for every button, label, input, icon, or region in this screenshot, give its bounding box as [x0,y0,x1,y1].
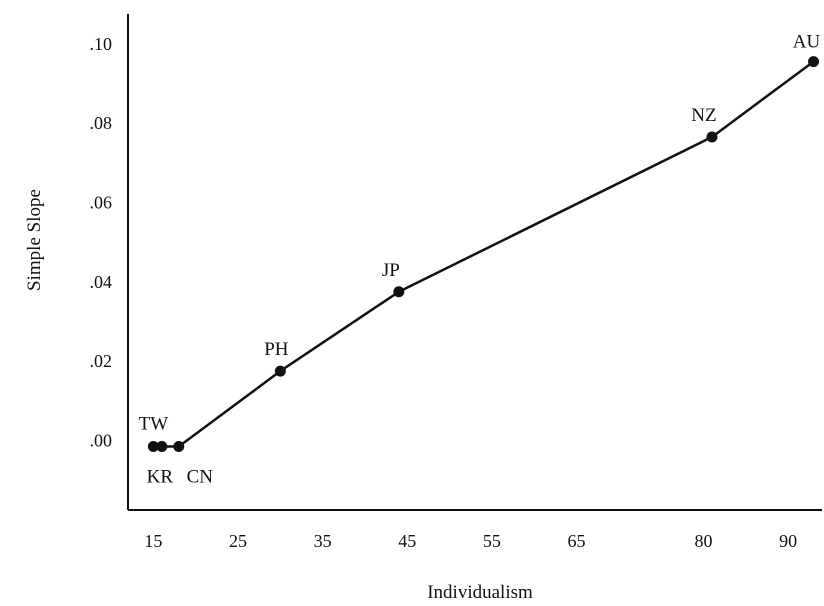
data-point-tw [147,441,159,453]
x-tick-label: 45 [398,531,416,551]
point-label-au: AU [793,32,821,53]
data-point-kr [156,441,168,453]
axis-ticks: 15 25 35 45 55 65 80 90 .00 .02 .04 .06 .08 .10 [90,34,798,551]
data-point-nz [706,131,718,143]
point-label-nz: NZ [691,105,716,126]
x-tick-label: 65 [568,531,586,551]
y-tick-label: .08 [90,113,113,133]
data-series: TW KR CN PH JP NZ AU [139,32,821,488]
y-tick-label: .00 [90,431,113,451]
x-tick-label: 90 [779,531,797,551]
point-label-kr: KR [147,467,174,488]
x-tick-label: 15 [144,531,162,551]
x-tick-label: 55 [483,531,501,551]
point-label-cn: CN [187,467,214,488]
x-tick-label: 25 [229,531,247,551]
y-tick-label: .10 [90,34,113,54]
point-label-tw: TW [139,414,169,435]
y-tick-label: .04 [90,272,113,292]
data-point-cn [173,441,185,453]
y-tick-label: .06 [90,192,113,212]
data-point-ph [274,365,286,377]
data-point-au [808,56,820,68]
x-tick-label: 35 [314,531,332,551]
axes [127,14,822,511]
data-point-jp [393,286,405,298]
y-tick-label: .02 [90,351,113,371]
point-label-jp: JP [382,260,400,281]
x-tick-label: 80 [695,531,713,551]
y-axis-label: Simple Slope [24,189,45,291]
x-axis-label: Individualism [427,582,533,603]
point-label-ph: PH [264,339,289,360]
